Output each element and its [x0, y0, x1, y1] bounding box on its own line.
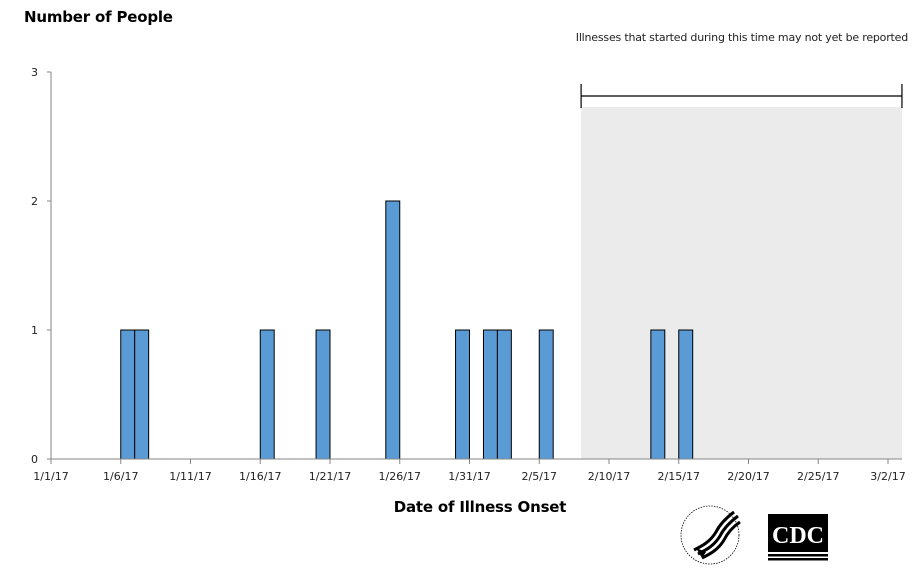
x-tick-label: 1/11/17 [169, 470, 211, 483]
reporting-delay-bracket [580, 84, 903, 108]
cdc-logo: CDC [768, 514, 828, 561]
bar-1-20-17 [315, 329, 331, 460]
reporting-delay-shaded-region [581, 107, 902, 459]
bar-2-2-17 [496, 329, 512, 460]
y-tick-label: 0 [31, 453, 38, 466]
bar-1-16-17 [259, 329, 275, 460]
x-tick-label: 1/21/17 [309, 470, 351, 483]
x-tick-label: 1/1/17 [33, 470, 68, 483]
bar-2-13-17 [650, 329, 666, 460]
bars [120, 200, 694, 460]
hhs-logo [680, 505, 741, 565]
reporting-delay-annotation: Illnesses that started during this time … [575, 31, 908, 44]
x-tick-label: 1/31/17 [448, 470, 490, 483]
x-tick-label: 2/5/17 [522, 470, 557, 483]
y-axis-ticks: 0 1 2 3 [31, 66, 51, 466]
bar-1-30-17 [455, 329, 470, 460]
x-tick-label: 1/16/17 [239, 470, 281, 483]
x-tick-label: 2/20/17 [727, 470, 769, 483]
x-tick-label: 2/25/17 [797, 470, 839, 483]
bar-2-5-17 [538, 329, 554, 460]
y-tick-label: 2 [31, 195, 38, 208]
bar-2-15-17 [678, 329, 694, 460]
bar-1-6-17 [120, 329, 136, 460]
bar-1-25-17 [385, 200, 401, 460]
bar-2-1-17 [482, 329, 498, 460]
x-tick-label: 2/15/17 [658, 470, 700, 483]
y-axis-title: Number of People [24, 8, 173, 26]
x-tick-label: 1/6/17 [103, 470, 138, 483]
svg-text:CDC: CDC [772, 523, 824, 549]
logos: CDC [676, 502, 836, 568]
y-tick-label: 3 [31, 66, 38, 79]
x-tick-label: 1/26/17 [379, 470, 421, 483]
x-tick-label: 2/10/17 [588, 470, 630, 483]
x-tick-label: 3/2/17 [870, 470, 905, 483]
shaded-area [581, 107, 902, 459]
bar-1-7-17 [134, 329, 150, 460]
y-tick-label: 1 [31, 324, 38, 337]
axes [50, 72, 902, 460]
x-axis-title: Date of Illness Onset [393, 498, 567, 516]
x-axis-ticks: 1/1/17 1/6/17 1/11/17 1/16/17 1/21/17 1/26/17… [33, 459, 906, 483]
